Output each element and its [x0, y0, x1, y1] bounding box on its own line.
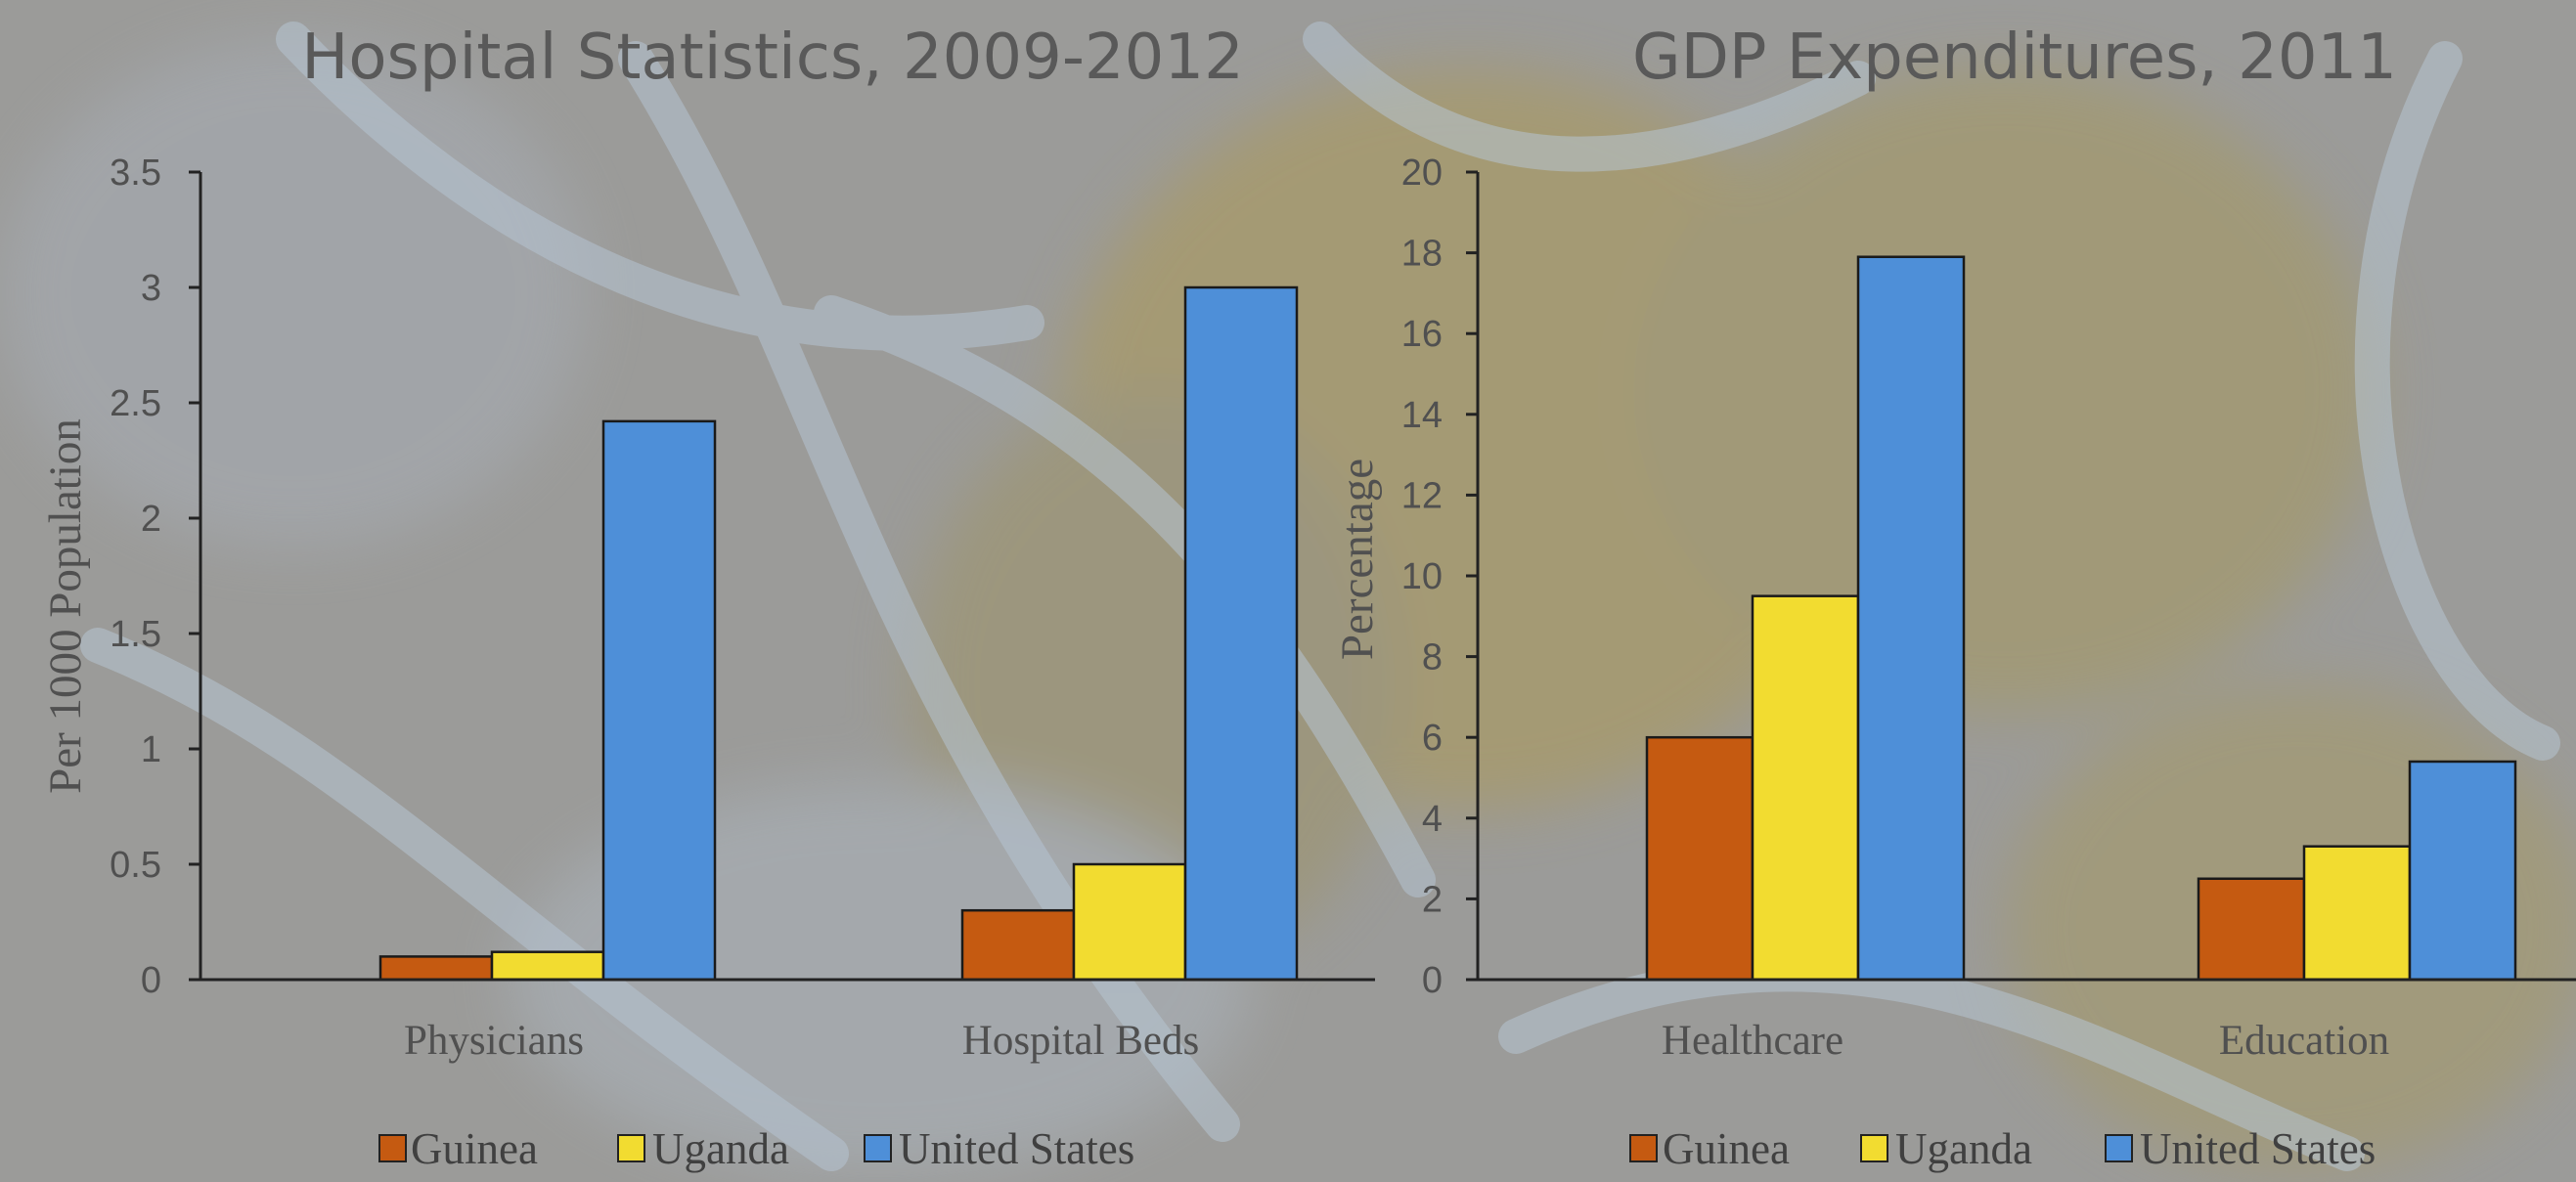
legend-label-uganda: Uganda [1895, 1124, 2032, 1173]
legend-gdp: Guinea Uganda United States [1629, 1124, 2376, 1173]
bar-guinea-healthcare [1645, 735, 1754, 982]
y-tick-label: 8 [1422, 637, 1443, 679]
y-tick-label: 1.5 [110, 614, 161, 655]
y-tick-label: 18 [1401, 234, 1443, 275]
chart-title-hospital: Hospital Statistics, 2009-2012 [301, 22, 1244, 94]
legend-label-united-states: United States [899, 1124, 1134, 1173]
y-tick-label: 3 [141, 268, 161, 309]
bars-gdp [1645, 255, 2517, 982]
bar-guinea-hospital-beds [960, 908, 1076, 982]
y-tick-label: 0.5 [110, 845, 161, 886]
legend-swatch-united-states [864, 1134, 892, 1162]
bar-united-states-hospital-beds [1183, 285, 1299, 982]
bar-united-states-education [2408, 760, 2517, 982]
legend-swatch-uganda [1860, 1134, 1888, 1162]
y-tick-label: 2 [141, 499, 161, 540]
legend-swatch-uganda [617, 1134, 645, 1162]
bar-uganda-healthcare [1751, 594, 1860, 982]
y-tick-label: 10 [1401, 556, 1443, 597]
y-tick-label: 0 [141, 960, 161, 1001]
y-axis-label-gdp: Percentage [1332, 459, 1383, 660]
bar-united-states-healthcare [1856, 255, 1966, 982]
legend-label-uganda: Uganda [652, 1124, 789, 1173]
legend-label-united-states: United States [2140, 1124, 2376, 1173]
bars-hospital [378, 285, 1299, 982]
legend-swatch-guinea [378, 1134, 407, 1162]
y-tick-label: 14 [1401, 395, 1443, 436]
chart-title-gdp: GDP Expenditures, 2011 [1632, 22, 2397, 94]
bar-guinea-physicians [378, 955, 494, 982]
y-tick-label: 6 [1422, 718, 1443, 759]
legend-hospital: Guinea Uganda United States [378, 1124, 1134, 1173]
y-tick-label: 2.5 [110, 383, 161, 424]
y-tick-labels-hospital: 0 0.5 1 1.5 2 2.5 3 3.5 [110, 153, 200, 1001]
y-tick-label: 3.5 [110, 153, 161, 194]
bar-uganda-hospital-beds [1072, 862, 1187, 982]
y-tick-label: 0 [1422, 960, 1443, 1001]
legend-swatch-guinea [1629, 1134, 1658, 1162]
legend-swatch-united-states [2105, 1134, 2133, 1162]
y-tick-labels-gdp: 0 2 4 6 8 10 12 14 16 18 20 [1401, 153, 1478, 1001]
bar-guinea-education [2197, 877, 2306, 982]
y-tick-label: 12 [1401, 475, 1443, 516]
bar-uganda-physicians [490, 950, 605, 982]
y-tick-label: 4 [1422, 799, 1443, 840]
gdp-expenditures-chart: GDP Expenditures, 2011 Percentage 0 2 4 6 8 1… [1332, 22, 2576, 1173]
y-tick-label: 1 [141, 729, 161, 770]
category-label-hospital-beds: Hospital Beds [962, 1018, 1199, 1064]
legend-label-guinea: Guinea [411, 1124, 538, 1173]
category-label-healthcare: Healthcare [1662, 1018, 1843, 1064]
y-axis-label-hospital: Per 1000 Population [40, 418, 91, 794]
bar-united-states-physicians [601, 419, 717, 982]
category-label-physicians: Physicians [404, 1018, 584, 1064]
bar-uganda-education [2302, 845, 2412, 982]
category-label-education: Education [2219, 1018, 2389, 1064]
hospital-statistics-chart: Hospital Statistics, 2009-2012 Per 1000 … [40, 22, 1375, 1173]
legend-label-guinea: Guinea [1663, 1124, 1790, 1173]
y-tick-label: 2 [1422, 879, 1443, 920]
y-tick-label: 16 [1401, 314, 1443, 355]
y-tick-label: 20 [1401, 153, 1443, 194]
